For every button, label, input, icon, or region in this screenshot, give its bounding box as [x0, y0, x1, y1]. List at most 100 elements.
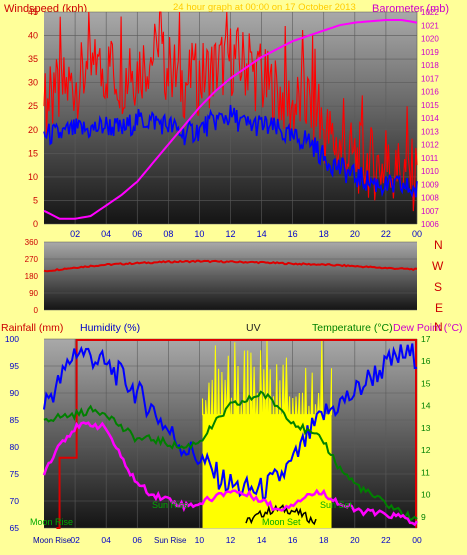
wind-y-tick-label: 35	[28, 54, 38, 64]
dew-point-line	[42, 421, 419, 527]
barometer-tick-label: 1010	[421, 167, 439, 176]
barometer-tick-label: 1012	[421, 141, 439, 150]
direction-axis-ticks: 0 90 180 270 360	[25, 238, 39, 315]
wind-y-tick-label: 5	[33, 195, 38, 205]
wind-direction-line	[43, 259, 418, 273]
rainfall-label: Rainfall (mm)	[1, 322, 63, 334]
wind-x-tick-label: 02	[70, 229, 80, 239]
rain-temp-series	[42, 338, 419, 529]
compass-label-e: E	[435, 301, 443, 315]
wind-x-tick-label: 10	[194, 229, 204, 239]
rain-temp-x-tick-label: 06	[133, 535, 143, 545]
rain-temp-axis-ticks: 65 70 75 80 85 90 95 100 9 10 11 12 13 14 15 16 17 02 04 06…	[5, 334, 431, 545]
wind-x-tick-label: 22	[381, 229, 391, 239]
barometer-tick-label: 1008	[421, 194, 439, 203]
direction-y-tick-label: 270	[25, 255, 39, 264]
rain-temp-x-tick-label: 20	[350, 535, 360, 545]
wind-x-tick-label: 04	[101, 229, 111, 239]
wind-x-tick-label: 12	[225, 229, 235, 239]
moon-rise-annotation: Moon Rise	[30, 517, 73, 527]
humidity-tick-label: 80	[10, 442, 20, 452]
dew-point-label: Dew Point (°C)	[393, 322, 463, 334]
rain-temp-x-tick-label: 10	[195, 535, 205, 545]
temperature-label: Temperature (°C)	[312, 322, 393, 334]
direction-grid	[44, 241, 417, 311]
moon-rise-x-label: Moon Rise	[33, 536, 72, 545]
humidity-line	[43, 343, 418, 503]
humidity-tick-label: 70	[10, 496, 20, 506]
barometer-tick-label: 1018	[421, 61, 439, 70]
barometer-tick-label: 1009	[421, 180, 439, 189]
rain-temp-x-tick-label: 02	[70, 535, 80, 545]
temperature-line	[43, 390, 418, 523]
humidity-tick-label: 75	[10, 469, 20, 479]
barometer-tick-label: 1020	[421, 35, 439, 44]
wind-x-tick-label: 00	[412, 229, 422, 239]
sun-rise-annotation: Sun Rise	[152, 500, 189, 510]
barometer-tick-label: 1019	[421, 48, 439, 57]
temperature-tick-label: 10	[421, 490, 431, 500]
compass-label-s: S	[434, 280, 442, 294]
rainfall-line	[56, 339, 417, 529]
wind-x-tick-label: 20	[350, 229, 360, 239]
temperature-tick-label: 13	[421, 423, 431, 433]
humidity-tick-label: 95	[10, 361, 20, 371]
barometer-tick-label: 1006	[421, 220, 439, 229]
wind-x-tick-label: 16	[288, 229, 298, 239]
direction-y-tick-label: 90	[29, 289, 38, 298]
barometer-tick-label: 1011	[421, 154, 439, 163]
wind-x-tick-label: 08	[163, 229, 173, 239]
compass-label-n-top: N	[434, 238, 443, 252]
temperature-tick-label: 12	[421, 445, 431, 455]
wind-y-tick-label: 15	[28, 148, 38, 158]
rain-temp-x-tick-label: 22	[381, 535, 391, 545]
direction-series	[43, 259, 418, 273]
rain-temp-x-tick-label: 18	[319, 535, 329, 545]
direction-y-tick-label: 0	[34, 306, 39, 315]
sun-rise-x-label: Sun Rise	[154, 536, 187, 545]
sun-set-annotation: Sun Set	[320, 500, 353, 510]
barometer-tick-label: 1021	[421, 21, 439, 30]
wind-y-tick-label: 30	[28, 78, 38, 88]
uv-spikes	[202, 338, 332, 473]
wind-series	[43, 11, 418, 220]
barometer-tick-label: 1015	[421, 101, 439, 110]
barometer-tick-label: 1016	[421, 88, 439, 97]
temperature-tick-label: 16	[421, 356, 431, 366]
humidity-tick-label: 100	[5, 334, 19, 344]
wind-axis-ticks: 0510152025303540451006100710081009101010…	[28, 7, 439, 239]
direction-y-tick-label: 360	[25, 238, 39, 247]
chart-title: 24 hour graph at 00:00 on 17 October 201…	[173, 2, 356, 13]
wind-y-tick-label: 25	[28, 101, 38, 111]
temperature-tick-label: 15	[421, 378, 431, 388]
wind-x-tick-label: 18	[319, 229, 329, 239]
wind-y-tick-label: 20	[28, 125, 38, 135]
barometer-line	[43, 19, 418, 220]
wind-gust-line	[43, 11, 418, 212]
wind-average-line	[43, 104, 418, 198]
wind-y-tick-label: 0	[33, 219, 38, 229]
barometer-tick-label: 1022	[421, 8, 439, 17]
uv-label: UV	[246, 322, 261, 334]
solar-line	[245, 504, 317, 526]
temperature-tick-label: 17	[421, 334, 431, 344]
wind-x-tick-label: 06	[132, 229, 142, 239]
humidity-tick-label: 85	[10, 415, 20, 425]
barometer-tick-label: 1007	[421, 207, 439, 216]
compass-label-w: W	[432, 259, 444, 273]
rain-temp-x-tick-label: 12	[226, 535, 236, 545]
barometer-tick-label: 1014	[421, 114, 439, 123]
rain-temp-x-tick-label: 00	[412, 535, 422, 545]
moon-set-annotation: Moon Set	[262, 517, 301, 527]
barometer-tick-label: 1013	[421, 127, 439, 136]
wind-y-tick-label: 40	[28, 31, 38, 41]
wind-y-tick-label: 45	[28, 7, 38, 17]
humidity-tick-label: 65	[10, 523, 20, 533]
barometer-tick-label: 1017	[421, 74, 439, 83]
rain-temp-x-tick-label: 14	[257, 535, 267, 545]
compass-label-n-bottom: N	[434, 320, 443, 334]
temperature-tick-label: 9	[421, 512, 426, 522]
wind-x-tick-label: 14	[257, 229, 267, 239]
humidity-tick-label: 90	[10, 388, 20, 398]
